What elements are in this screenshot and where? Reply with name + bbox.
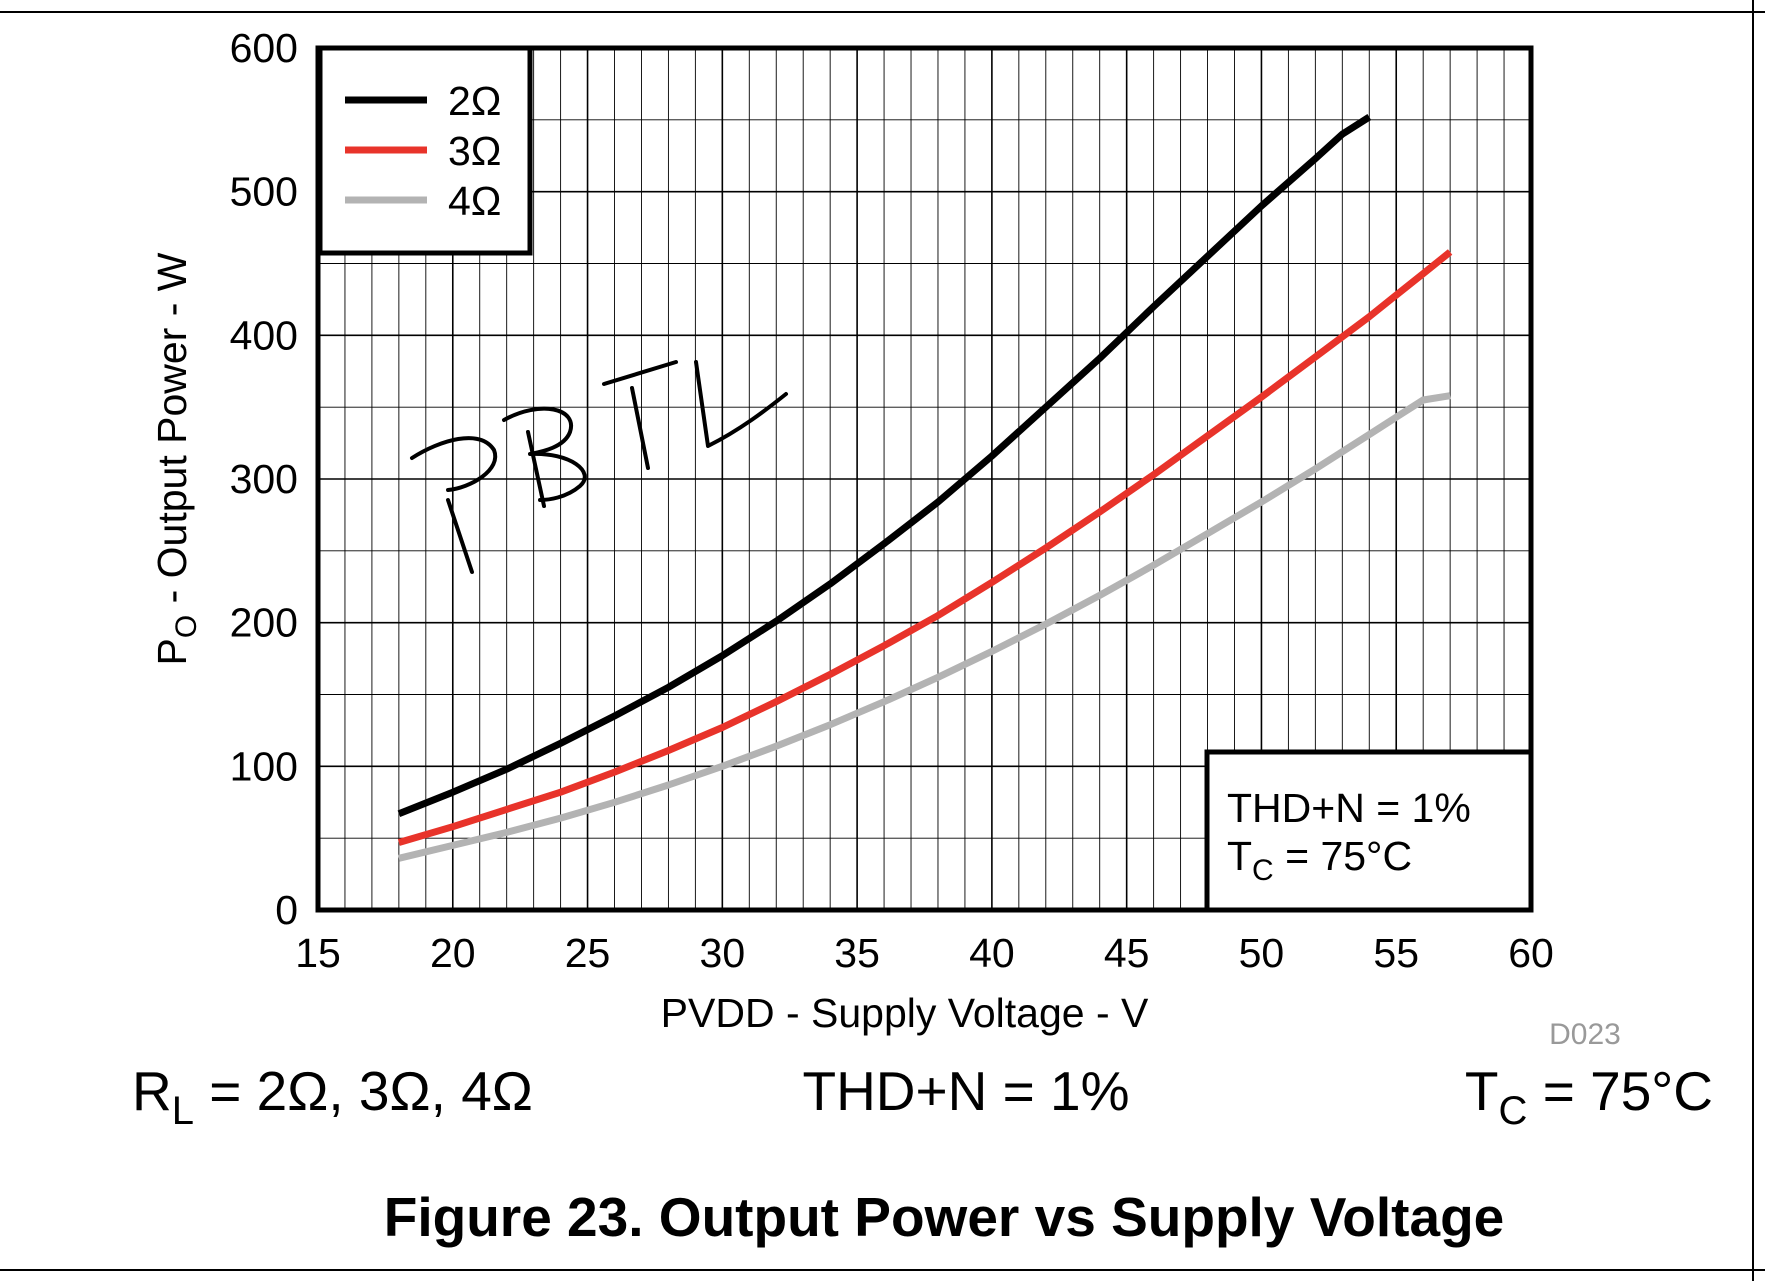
handwritten-note-pbtl xyxy=(410,360,788,574)
x-tick-label: 30 xyxy=(700,930,746,976)
y-tick-label: 400 xyxy=(230,312,298,358)
y-tick-label: 100 xyxy=(230,743,298,789)
x-tick-label: 35 xyxy=(834,930,880,976)
condition-thd: THD+N = 1% xyxy=(802,1060,1129,1122)
legend-label: 2Ω xyxy=(448,78,501,124)
y-tick-label: 600 xyxy=(230,25,298,71)
y-tick-label: 300 xyxy=(230,456,298,502)
annotation-box: THD+N = 1% TC = 75°C xyxy=(1204,749,1534,913)
series-lines xyxy=(397,114,1453,862)
annotation-thd: THD+N = 1% xyxy=(1227,785,1471,831)
y-tick-label: 500 xyxy=(230,169,298,215)
figure-caption: Figure 23. Output Power vs Supply Voltag… xyxy=(384,1186,1505,1248)
hw-b-stem xyxy=(526,430,546,508)
x-tick-labels: 15 20 25 30 35 40 45 50 55 60 xyxy=(295,930,1554,976)
x-tick-label: 20 xyxy=(430,930,476,976)
x-tick-label: 60 xyxy=(1508,930,1554,976)
y-tick-label: 0 xyxy=(275,887,298,933)
x-tick-label: 45 xyxy=(1104,930,1150,976)
output-power-chart: 0 100 200 300 400 500 600 15 20 25 30 35 40 45 50 55 60… xyxy=(149,25,1621,1051)
annotation-tc: TC = 75°C xyxy=(1227,833,1412,887)
series-line-3Ω xyxy=(397,249,1453,846)
figure-id: D023 xyxy=(1549,1018,1621,1051)
plot-frame xyxy=(315,45,1534,913)
hw-p-stem xyxy=(446,498,474,574)
hw-p-bowl xyxy=(410,436,498,492)
x-tick-label: 55 xyxy=(1373,930,1419,976)
hw-t-stem xyxy=(630,386,650,470)
y-tick-label: 200 xyxy=(230,600,298,646)
legend-label: 3Ω xyxy=(448,128,501,174)
x-tick-label: 40 xyxy=(969,930,1015,976)
hw-l xyxy=(694,360,788,448)
hw-t-bar xyxy=(602,360,678,386)
y-axis-label: PO - Output Power - W xyxy=(149,252,203,665)
hw-b-bowls xyxy=(502,406,587,502)
y-tick-labels: 0 100 200 300 400 500 600 xyxy=(230,25,298,933)
condition-tc: TC = 75°C xyxy=(1465,1060,1713,1133)
annotation-frame xyxy=(1204,749,1534,913)
legend-label: 4Ω xyxy=(448,178,501,224)
condition-rl: RL = 2Ω, 3Ω, 4Ω xyxy=(132,1060,533,1133)
series-line-2Ω xyxy=(397,114,1372,817)
x-tick-label: 50 xyxy=(1239,930,1285,976)
x-axis-label: PVDD - Supply Voltage - V xyxy=(661,990,1149,1036)
series-line-4Ω xyxy=(398,392,1451,862)
x-tick-label: 25 xyxy=(565,930,611,976)
x-tick-label: 15 xyxy=(295,930,341,976)
